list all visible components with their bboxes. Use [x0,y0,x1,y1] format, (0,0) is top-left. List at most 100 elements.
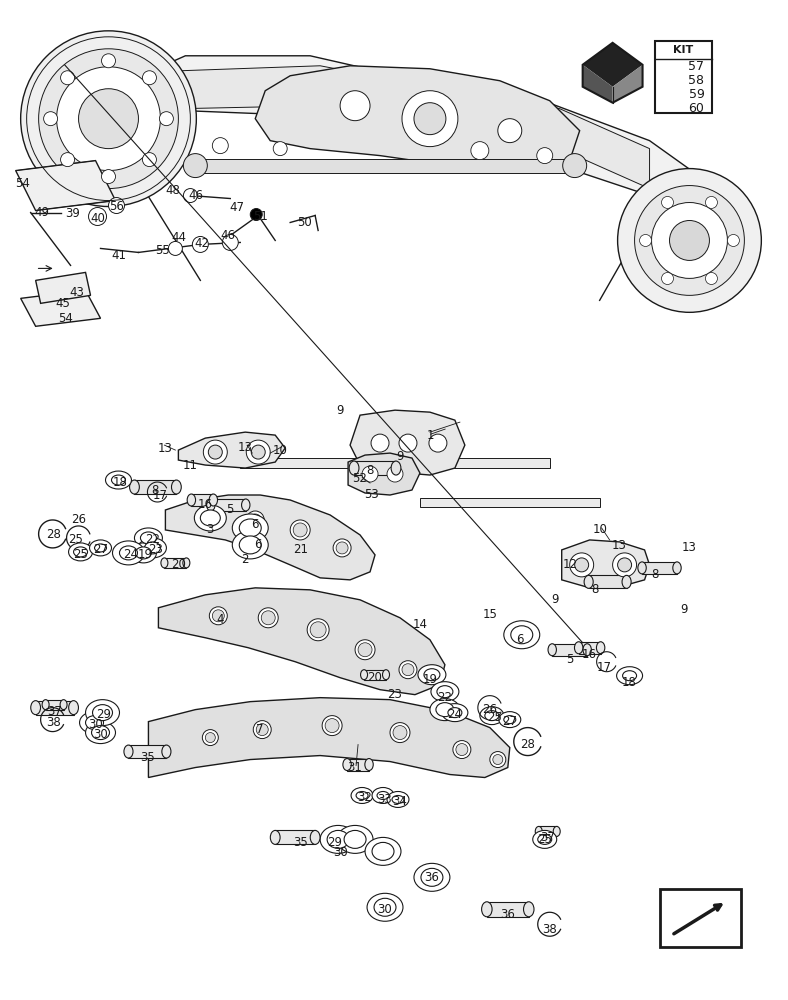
Text: 9: 9 [396,450,403,463]
Ellipse shape [232,531,268,559]
Bar [35,701,73,715]
Ellipse shape [209,494,217,506]
Text: 8: 8 [366,464,374,477]
Circle shape [456,744,468,756]
Text: 18: 18 [113,476,128,489]
Text: 13: 13 [612,539,627,552]
Circle shape [362,466,378,482]
Bar [578,642,600,654]
Text: 27: 27 [502,715,517,728]
Ellipse shape [139,538,166,558]
Text: 30: 30 [377,903,392,916]
Text: 22: 22 [437,691,452,704]
Ellipse shape [361,670,367,680]
Ellipse shape [448,708,462,718]
Ellipse shape [31,701,40,715]
Circle shape [212,138,229,154]
Text: 23: 23 [388,688,403,701]
Circle shape [273,142,287,156]
Text: 25: 25 [537,833,552,846]
Ellipse shape [372,787,394,803]
Text: 20: 20 [367,671,382,684]
Ellipse shape [367,893,403,921]
Text: 6: 6 [516,633,523,646]
Circle shape [618,558,631,572]
Ellipse shape [242,499,250,511]
Ellipse shape [140,532,157,544]
Ellipse shape [637,562,646,574]
Ellipse shape [91,726,110,740]
Ellipse shape [69,543,92,561]
Text: 19: 19 [138,548,153,561]
Text: 52: 52 [352,472,367,485]
Text: 11: 11 [183,459,198,472]
Circle shape [206,513,215,523]
Ellipse shape [161,558,168,568]
Circle shape [652,203,727,278]
Ellipse shape [343,759,351,771]
Text: 1: 1 [426,429,433,442]
Text: 9: 9 [681,603,688,616]
Text: 18: 18 [623,676,637,689]
Circle shape [336,542,348,554]
Text: 59: 59 [689,88,704,101]
Polygon shape [582,43,642,87]
Text: 51: 51 [253,210,268,223]
Ellipse shape [365,837,401,865]
Circle shape [61,153,75,167]
Text: 21: 21 [292,543,307,556]
Circle shape [79,89,139,149]
Circle shape [340,91,370,121]
Circle shape [208,445,222,459]
Ellipse shape [623,671,637,681]
Bar [195,159,574,173]
Ellipse shape [310,830,320,844]
Ellipse shape [597,642,605,654]
Circle shape [574,558,589,572]
Circle shape [143,71,157,85]
Text: 25: 25 [73,548,88,561]
Circle shape [39,49,178,189]
Circle shape [618,169,761,312]
Text: 14: 14 [412,618,427,631]
Circle shape [206,733,215,743]
Circle shape [203,440,227,464]
Ellipse shape [430,699,460,721]
Circle shape [355,640,375,660]
Ellipse shape [206,499,215,511]
Ellipse shape [511,626,533,644]
Text: 48: 48 [165,184,180,197]
Text: 58: 58 [689,74,704,87]
Ellipse shape [365,759,374,771]
Text: 9: 9 [336,404,344,417]
Ellipse shape [374,898,396,916]
Ellipse shape [69,701,79,715]
Text: 9: 9 [551,593,559,606]
Circle shape [325,719,339,733]
Circle shape [258,608,278,628]
Circle shape [88,208,106,225]
Text: 35: 35 [293,836,307,849]
Text: 43: 43 [69,286,84,299]
Text: 24: 24 [448,708,463,721]
Text: 46: 46 [189,189,204,202]
Text: 26: 26 [482,703,497,716]
Circle shape [256,724,268,736]
Ellipse shape [60,700,67,710]
Ellipse shape [553,826,560,836]
Text: 19: 19 [422,673,437,686]
Circle shape [247,511,264,529]
Polygon shape [148,698,510,778]
Ellipse shape [131,543,157,563]
Circle shape [184,154,207,178]
Text: 27: 27 [93,543,108,556]
Ellipse shape [504,716,516,724]
Circle shape [399,661,417,679]
Ellipse shape [232,514,268,542]
Ellipse shape [144,542,161,554]
Ellipse shape [372,842,394,860]
Ellipse shape [504,621,540,649]
Ellipse shape [418,665,446,685]
Polygon shape [35,272,91,303]
Text: 44: 44 [171,231,186,244]
